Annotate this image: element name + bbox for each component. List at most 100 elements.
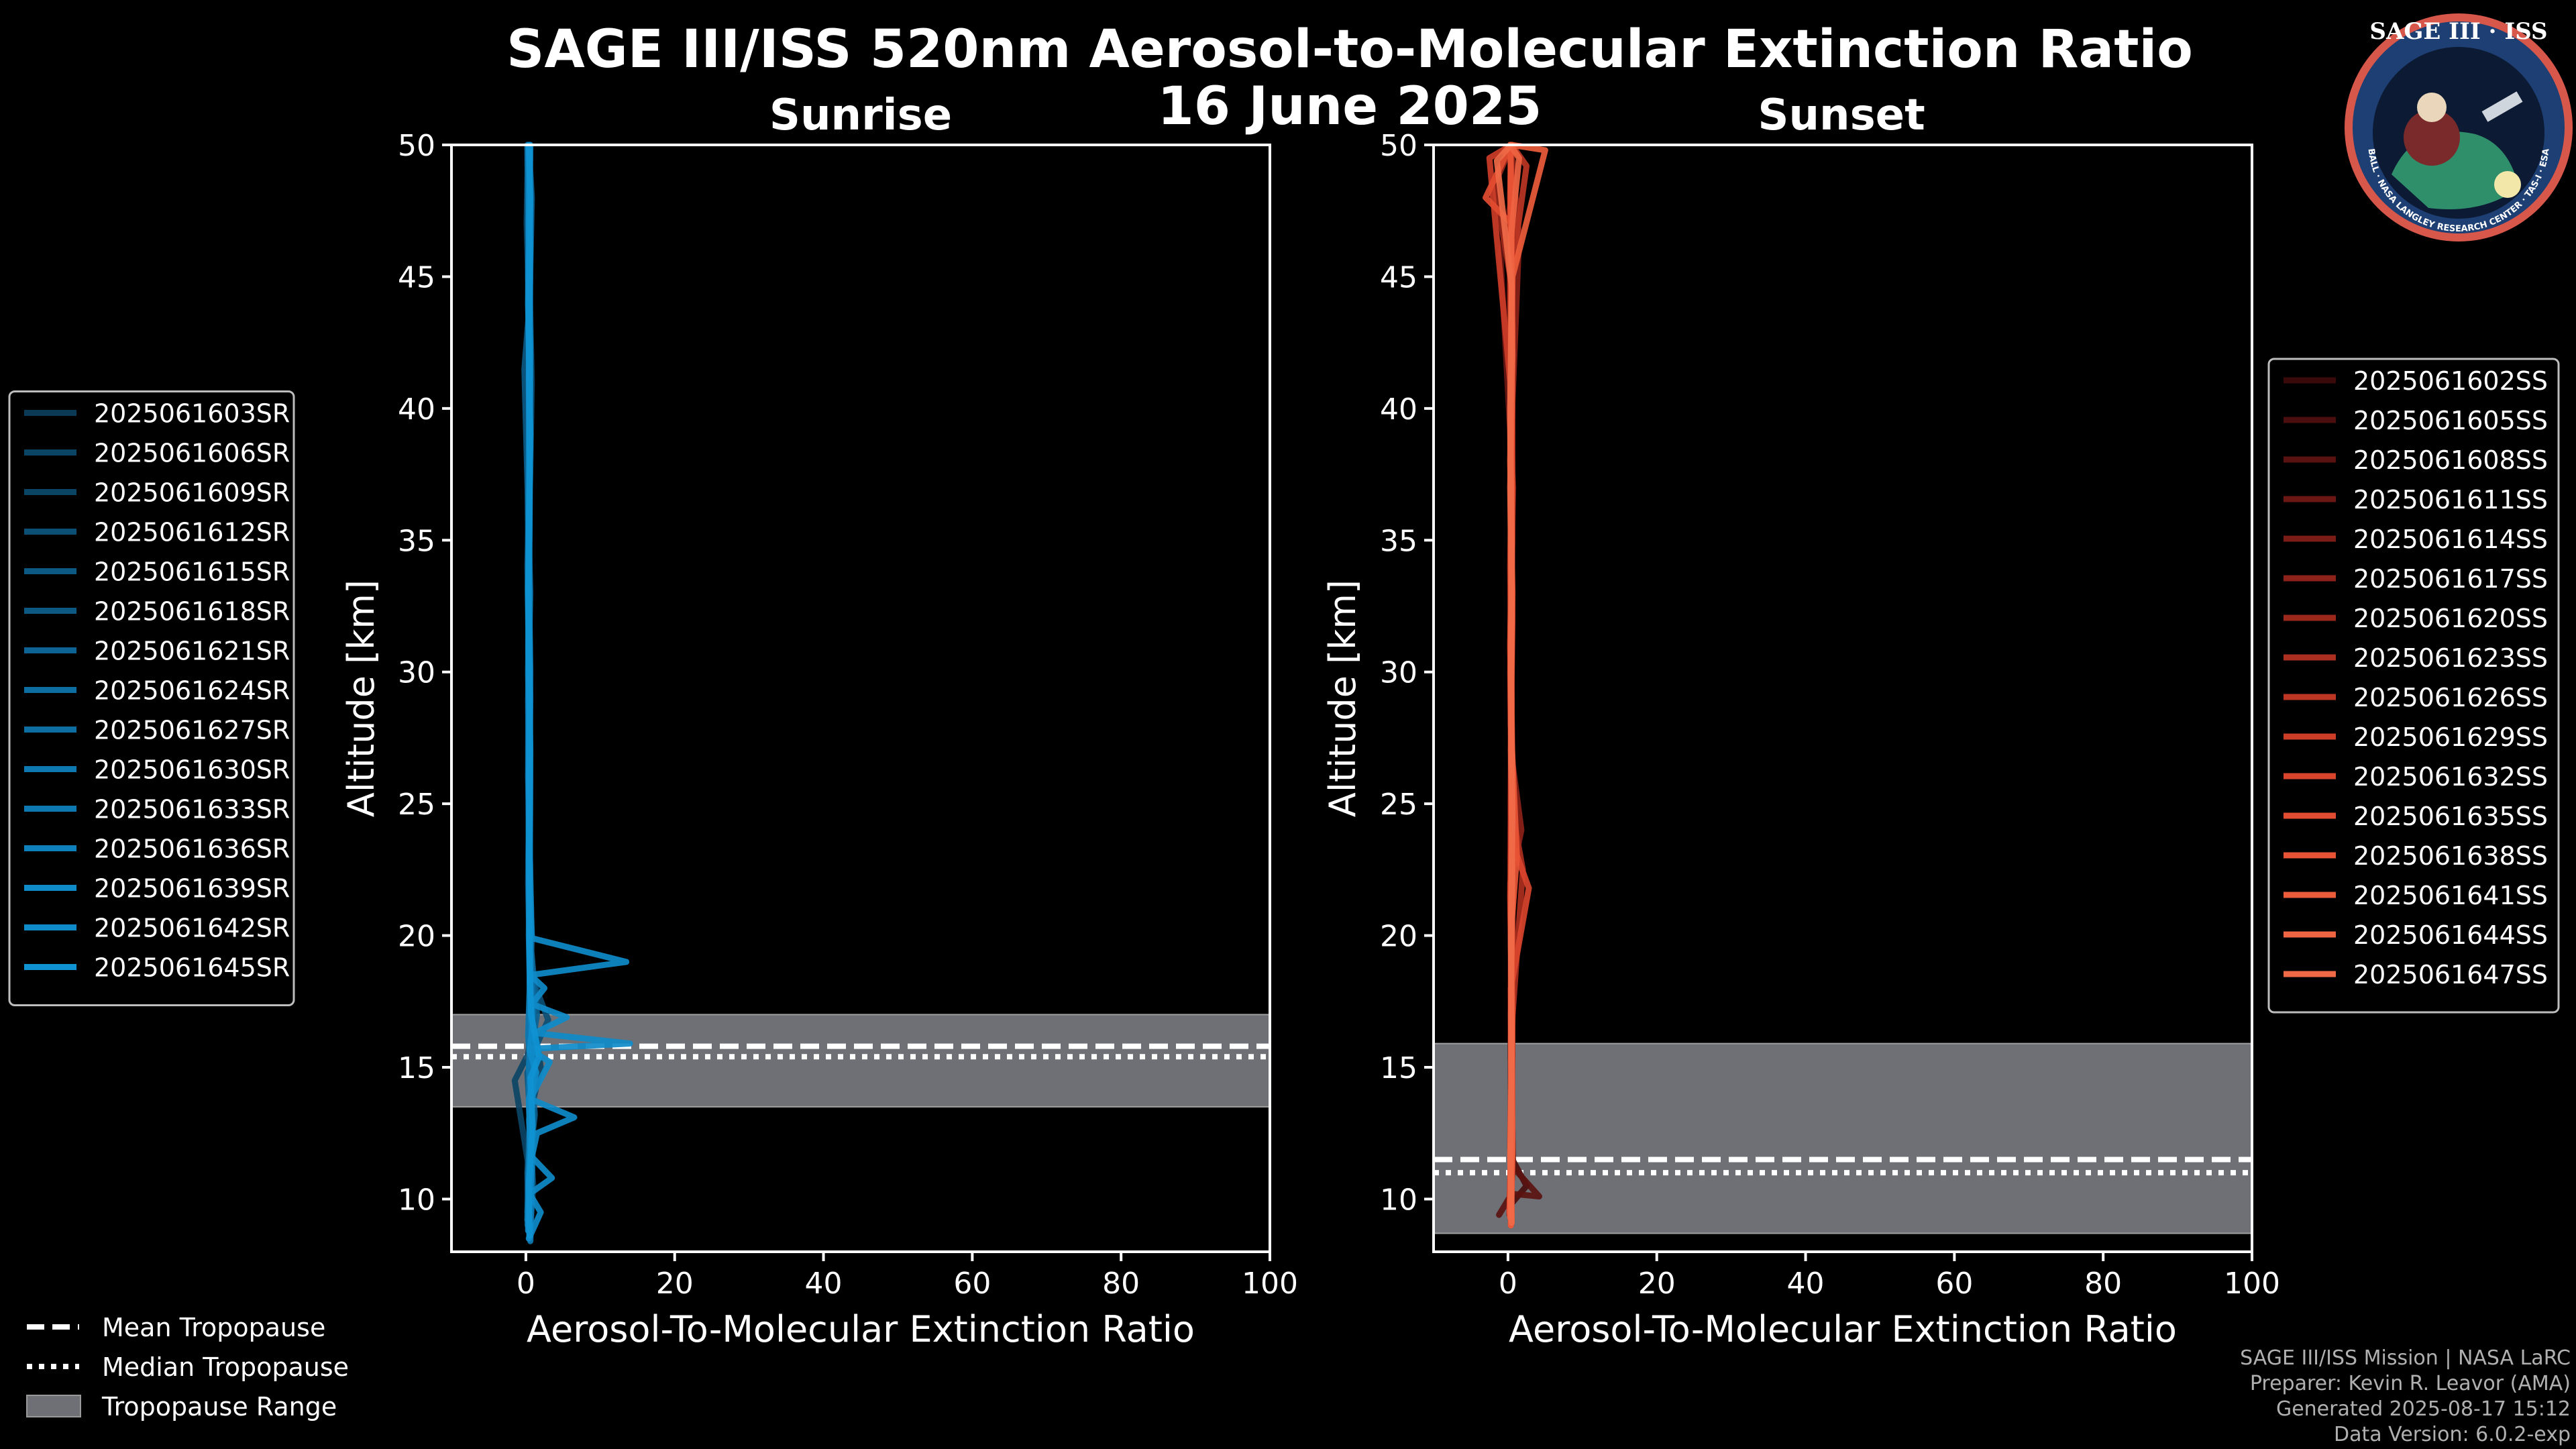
- sunset-x-label: Aerosol-To-Molecular Extinction Ratio: [1509, 1308, 2177, 1350]
- sunset-y-tick-label: 30: [1380, 656, 1417, 690]
- sunset-legend-label: 2025061620SS: [2353, 604, 2548, 633]
- sage-logo: SAGE III · ISS BALL · NASA LANGLEY RESEA…: [2345, 13, 2573, 241]
- sunset-y-tick-label: 25: [1380, 788, 1417, 822]
- sunset-tropopause: [1433, 1042, 2253, 1234]
- sunset-legend-label: 2025061644SS: [2353, 920, 2548, 950]
- tropopause-legend: Mean Tropopause Median Tropopause Tropop…: [26, 1313, 349, 1421]
- sunrise-x-tick-label: 40: [805, 1267, 843, 1301]
- tropopause-range-swatch: [26, 1395, 81, 1417]
- sunset-x-tick-label: 40: [1787, 1267, 1825, 1301]
- sunrise-panel: Sunrise 0 20 40 60 80 100 101520253035404550 …: [340, 91, 1298, 1350]
- sunset-title: Sunset: [1758, 91, 1925, 140]
- sunrise-series: [511, 142, 633, 1244]
- sunset-y-label: Altitude [km]: [1322, 580, 1364, 817]
- sunrise-legend-label: 2025061645SR: [94, 953, 290, 983]
- sunrise-x-ticks: 0 20 40 60 80 100: [517, 1252, 1298, 1301]
- sunset-y-tick-label: 20: [1380, 920, 1417, 954]
- sunset-x-tick-label: 80: [2084, 1267, 2122, 1301]
- sunset-legend-label: 2025061629SS: [2353, 722, 2548, 752]
- sunrise-legend-label: 2025061636SR: [94, 835, 290, 864]
- sunrise-legend-label: 2025061615SR: [94, 557, 290, 587]
- sunrise-legend-label: 2025061621SR: [94, 637, 290, 666]
- sunset-y-tick-label: 15: [1380, 1051, 1417, 1085]
- sunrise-legend-label: 2025061639SR: [94, 874, 290, 904]
- sunrise-x-label: Aerosol-To-Molecular Extinction Ratio: [527, 1308, 1195, 1350]
- sunrise-title: Sunrise: [769, 91, 952, 140]
- sunrise-legend-label: 2025061633SR: [94, 795, 290, 824]
- logo-figure-head: [2417, 93, 2447, 122]
- sunrise-tropopause-range: [451, 1014, 1271, 1108]
- sunrise-x-tick-label: 80: [1102, 1267, 1140, 1301]
- sunrise-legend-box: [8, 390, 295, 1006]
- sunrise-y-tick-label: 45: [398, 260, 435, 294]
- sunrise-legend-label: 2025061627SR: [94, 716, 290, 745]
- sunset-y-tick-label: 35: [1380, 524, 1417, 558]
- sunset-y-tick-label: 45: [1380, 260, 1417, 294]
- sunset-x-tick-label: 60: [1935, 1267, 1973, 1301]
- sunset-legend: 2025061602SS 2025061605SS 2025061608SS 2025…: [2267, 358, 2560, 1014]
- sunset-y-tick-label: 50: [1380, 129, 1417, 163]
- sunrise-y-tick-label: 40: [398, 392, 435, 427]
- sunrise-y-tick-label: 30: [398, 656, 435, 690]
- logo-figure: [2404, 109, 2460, 166]
- logo-text: SAGE III · ISS: [2369, 18, 2547, 45]
- sunset-y-ticks: 10 15 20 25 30 35 40 45 50: [1380, 129, 1434, 1217]
- sunrise-y-tick-label: 10: [398, 1183, 435, 1217]
- mean-tropopause-label: Mean Tropopause: [102, 1313, 325, 1342]
- sunset-legend-label: 2025061605SS: [2353, 406, 2548, 435]
- sunrise-legend-label: 2025061603SR: [94, 399, 290, 429]
- sunset-legend-label: 2025061647SS: [2353, 960, 2548, 989]
- sunrise-tropopause: [451, 1014, 1271, 1108]
- credit-generated: Generated 2025-08-17 15:12: [2276, 1397, 2571, 1421]
- credit-version: Data Version: 6.0.2-exp: [2334, 1423, 2571, 1446]
- sunrise-x-tick-label: 100: [1242, 1267, 1298, 1301]
- sunset-legend-label: 2025061632SS: [2353, 762, 2548, 792]
- sunrise-x-tick-label: 0: [517, 1267, 535, 1301]
- sunrise-frame: [450, 144, 1271, 1253]
- sunrise-legend-label: 2025061630SR: [94, 755, 290, 785]
- sunset-legend-label: 2025061611SS: [2353, 485, 2548, 515]
- sunrise-y-tick-label: 20: [398, 920, 435, 954]
- sunset-x-tick-label: 20: [1638, 1267, 1676, 1301]
- sunset-legend-label: 2025061641SS: [2353, 881, 2548, 910]
- sunrise-legend-label: 2025061609SR: [94, 478, 290, 508]
- logo-iss-station: [2481, 91, 2523, 122]
- tropopause-range-label: Tropopause Range: [101, 1392, 337, 1421]
- sunrise-legend-label: 2025061642SR: [94, 914, 290, 943]
- sunset-panel: Sunset 0 20 40 60 80 100 10 15 20 25 30 35 40 45 50 A…: [1322, 91, 2280, 1350]
- sunrise-y-label: Altitude [km]: [340, 580, 382, 817]
- sunrise-y-tick-label: 25: [398, 788, 435, 822]
- figure-title: SAGE III/ISS 520nm Aerosol-to-Molecular …: [506, 19, 2193, 80]
- sunrise-legend-label: 2025061606SR: [94, 439, 290, 468]
- sunset-legend-label: 2025061638SS: [2353, 841, 2548, 871]
- sunset-tropopause-range: [1433, 1042, 2253, 1234]
- sunset-legend-label: 2025061614SS: [2353, 525, 2548, 554]
- sunset-y-tick-label: 40: [1380, 392, 1417, 427]
- sunrise-legend: 2025061603SR 2025061606SR 2025061609SR 2025…: [8, 390, 295, 1006]
- sunrise-x-tick-label: 20: [656, 1267, 694, 1301]
- sunset-x-ticks: 0 20 40 60 80 100: [1499, 1252, 2280, 1301]
- credits: SAGE III/ISS Mission | NASA LaRC Prepare…: [2240, 1346, 2571, 1446]
- sunset-legend-label: 2025061608SS: [2353, 445, 2548, 475]
- sunrise-legend-label: 2025061624SR: [94, 676, 290, 706]
- median-tropopause-label: Median Tropopause: [102, 1352, 349, 1382]
- sunrise-y-ticks: 10 15 20 25 30 35 40 45 50: [398, 129, 451, 1217]
- credit-preparer: Preparer: Kevin R. Leavor (AMA): [2250, 1372, 2571, 1395]
- sunrise-y-tick-label: 35: [398, 524, 435, 558]
- sunset-legend-label: 2025061626SS: [2353, 683, 2548, 712]
- sunset-legend-label: 2025061635SS: [2353, 802, 2548, 831]
- credit-mission: SAGE III/ISS Mission | NASA LaRC: [2240, 1346, 2571, 1370]
- sunset-legend-label: 2025061602SS: [2353, 366, 2548, 396]
- sunset-legend-label: 2025061623SS: [2353, 643, 2548, 673]
- sunset-y-tick-label: 10: [1380, 1183, 1417, 1217]
- sunrise-y-tick-label: 50: [398, 129, 435, 163]
- sunset-legend-label: 2025061617SS: [2353, 564, 2548, 594]
- sunset-series-line: [1493, 142, 1516, 1226]
- sunset-x-tick-label: 0: [1499, 1267, 1517, 1301]
- sunrise-y-tick-label: 15: [398, 1051, 435, 1085]
- sunrise-x-tick-label: 60: [953, 1267, 991, 1301]
- sunset-series: [1483, 142, 1548, 1229]
- logo-sun: [2494, 171, 2521, 198]
- sunset-x-tick-label: 100: [2224, 1267, 2280, 1301]
- sunrise-legend-label: 2025061612SR: [94, 518, 290, 547]
